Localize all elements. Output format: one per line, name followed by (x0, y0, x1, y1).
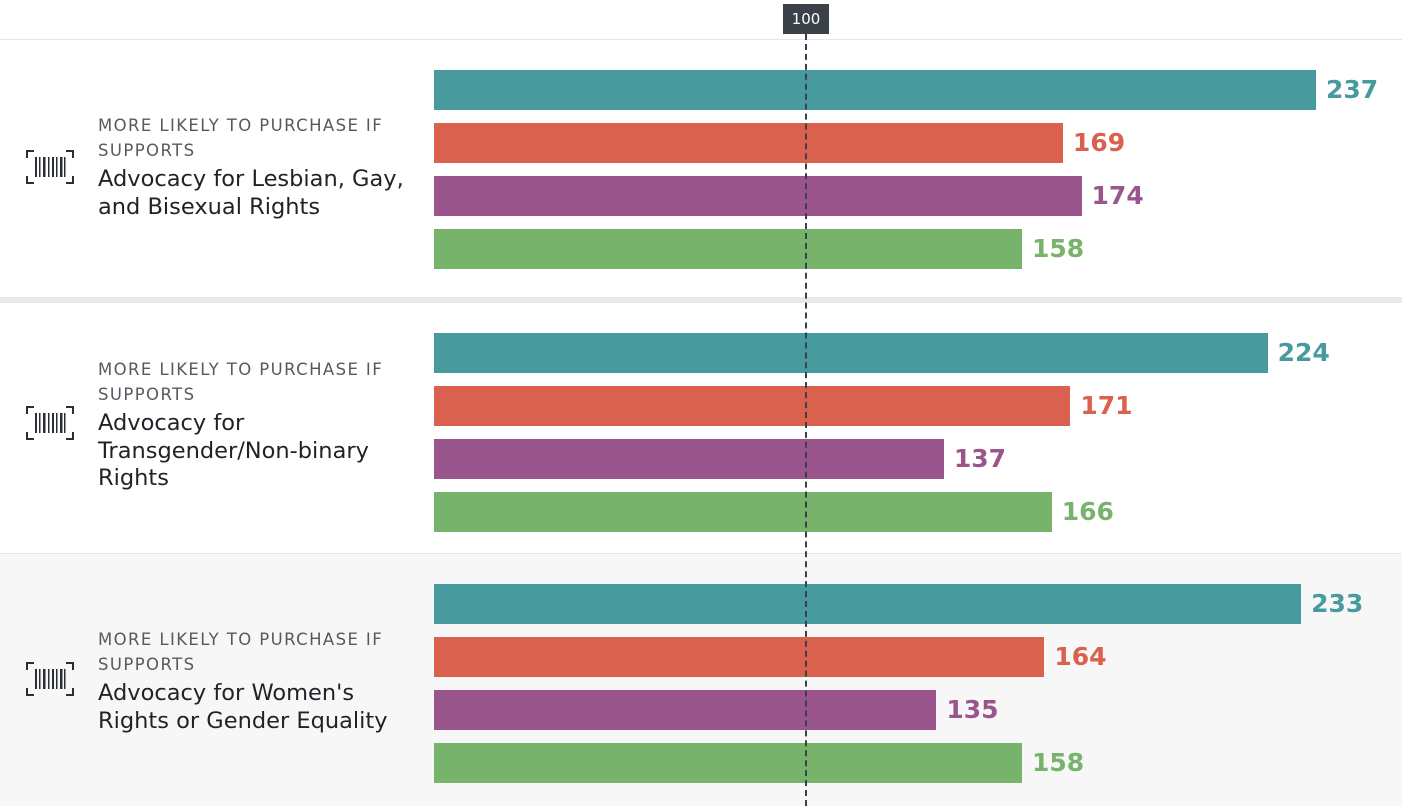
bar-value-label: 158 (1032, 234, 1085, 263)
group-label-1: MORE LIKELY TO PURCHASE IF SUPPORTS Advoc… (98, 113, 418, 221)
group-kicker: MORE LIKELY TO PURCHASE IF SUPPORTS (98, 630, 384, 674)
bar-g2-s3 (434, 439, 944, 479)
group-kicker: MORE LIKELY TO PURCHASE IF SUPPORTS (98, 360, 384, 404)
bar-value-label: 158 (1032, 748, 1085, 777)
barcode-icon (26, 662, 74, 696)
bar-g3-s1 (434, 584, 1302, 624)
group-separator (0, 553, 1402, 554)
group-title: Advocacy for Transgender/Non-binary Righ… (98, 410, 369, 491)
bar-value-label: 137 (953, 444, 1007, 473)
reference-line-label: 100 (783, 4, 829, 34)
bar-value-label: 164 (1054, 642, 1107, 671)
bar-g2-s4 (434, 492, 1052, 532)
bar-value-label: 135 (946, 695, 999, 724)
barcode-icon (26, 150, 74, 184)
bar-g3-s4 (434, 743, 1022, 783)
bar-g1-s3 (434, 176, 1082, 216)
group-separator (0, 39, 1402, 40)
bar-g1-s4 (434, 229, 1022, 269)
reference-line (805, 34, 807, 806)
group-separator (0, 297, 1402, 303)
bar-g1-s1 (434, 70, 1316, 110)
bar-g2-s1 (434, 333, 1268, 373)
group-label-3: MORE LIKELY TO PURCHASE IF SUPPORTS Advoc… (98, 627, 418, 735)
bar-g2-s2 (434, 386, 1071, 426)
bar-value-label: 171 (1080, 391, 1133, 420)
group-label-2: MORE LIKELY TO PURCHASE IF SUPPORTS Advoc… (98, 357, 418, 493)
bar-value-label: 233 (1311, 589, 1364, 618)
bar-g3-s2 (434, 637, 1045, 677)
bar-value-label: 174 (1091, 181, 1144, 210)
bar-value-label: 166 (1061, 497, 1114, 526)
group-title: Advocacy for Lesbian, Gay, and Bisexual … (98, 166, 404, 220)
barcode-icon (26, 406, 74, 440)
bar-value-label: 169 (1072, 128, 1126, 157)
group-title: Advocacy for Women's Rights or Gender Eq… (98, 680, 388, 734)
bar-value-label: 224 (1277, 338, 1330, 367)
group-kicker: MORE LIKELY TO PURCHASE IF SUPPORTS (98, 116, 384, 160)
bar-g3-s3 (434, 690, 937, 730)
bar-g1-s2 (434, 123, 1063, 163)
bar-value-label: 237 (1326, 75, 1379, 104)
